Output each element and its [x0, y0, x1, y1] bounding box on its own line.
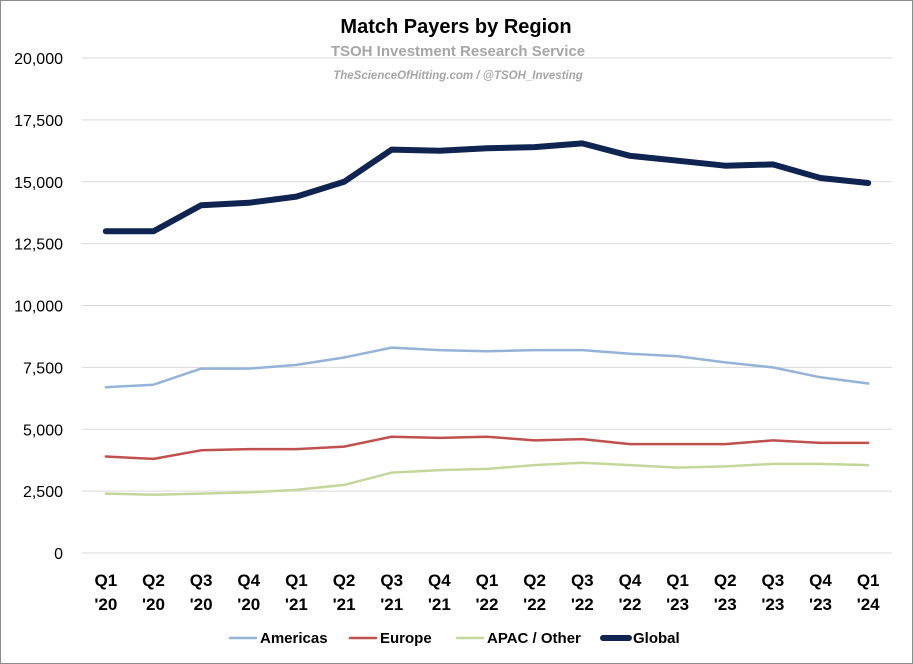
x-tick-label-year: '22	[476, 595, 499, 614]
x-tick-label: Q2	[714, 571, 737, 590]
x-tick-label-year: '21	[428, 595, 451, 614]
x-tick-label: Q3	[762, 571, 785, 590]
x-tick-label: Q1	[94, 571, 117, 590]
x-tick-label: Q4	[428, 571, 451, 590]
x-tick-label-year: '20	[237, 595, 260, 614]
legend-label: Europe	[380, 630, 432, 647]
chart-source-note: TheScienceOfHitting.com / @TSOH_Investin…	[333, 70, 583, 82]
x-tick-label: Q4	[237, 571, 260, 590]
series-line-americas	[104, 346, 870, 389]
x-tick-label: Q2	[333, 571, 356, 590]
series-line-europe	[104, 435, 870, 461]
y-axis: 0 2,500 5,000 7,500 10,000 12,500 15,000 17,500…	[14, 51, 63, 563]
series-line-global	[102, 140, 872, 235]
y-tick-label: 7,500	[23, 360, 63, 377]
y-tick-label: 5,000	[23, 422, 63, 439]
x-tick-label-year: '24	[857, 595, 880, 614]
x-tick-label-year: '23	[666, 595, 689, 614]
x-tick-label-year: '22	[523, 595, 546, 614]
x-tick-label-year: '23	[809, 595, 832, 614]
series-lines	[102, 140, 872, 497]
legend-label: Global	[633, 630, 680, 647]
x-tick-label: Q1	[476, 571, 499, 590]
x-tick-label: Q3	[571, 571, 594, 590]
x-axis: Q1 '20 Q2 '20 Q3 '20 Q4 '20 Q1 '21 Q2 '21 Q3 '21 Q4 '21…	[94, 571, 880, 614]
x-tick-label-year: '20	[190, 595, 213, 614]
x-tick-label-year: '21	[333, 595, 356, 614]
x-tick-label-year: '22	[618, 595, 641, 614]
x-tick-label: Q3	[190, 571, 213, 590]
x-tick-label-year: '21	[380, 595, 403, 614]
y-tick-label: 17,500	[14, 113, 63, 130]
y-tick-label: 2,500	[23, 484, 63, 501]
x-tick-label: Q1	[285, 571, 308, 590]
x-tick-label: Q2	[142, 571, 165, 590]
y-tick-label: 12,500	[14, 237, 63, 254]
gridlines	[82, 57, 892, 554]
chart-subtitle: TSOH Investment Research Service	[331, 43, 585, 60]
y-tick-label: 20,000	[14, 51, 63, 68]
legend-label: APAC / Other	[487, 630, 581, 647]
x-tick-label-year: '22	[571, 595, 594, 614]
x-tick-label: Q4	[809, 571, 832, 590]
x-tick-label-year: '21	[285, 595, 308, 614]
x-tick-label-year: '23	[761, 595, 784, 614]
x-tick-label: Q4	[619, 571, 642, 590]
series-line-apac-other	[104, 461, 870, 497]
legend-label: Americas	[260, 630, 328, 647]
y-tick-label: 15,000	[14, 175, 63, 192]
x-tick-label: Q1	[666, 571, 689, 590]
x-tick-label: Q1	[857, 571, 880, 590]
x-tick-label-year: '20	[142, 595, 165, 614]
x-tick-label: Q2	[523, 571, 546, 590]
x-tick-label: Q3	[380, 571, 403, 590]
y-tick-label: 10,000	[14, 299, 63, 316]
chart-title: Match Payers by Region	[340, 16, 571, 38]
x-tick-label-year: '23	[714, 595, 737, 614]
legend: Americas Europe APAC / Other Global	[228, 630, 680, 647]
x-tick-label-year: '20	[94, 595, 117, 614]
y-tick-label: 0	[54, 546, 63, 563]
